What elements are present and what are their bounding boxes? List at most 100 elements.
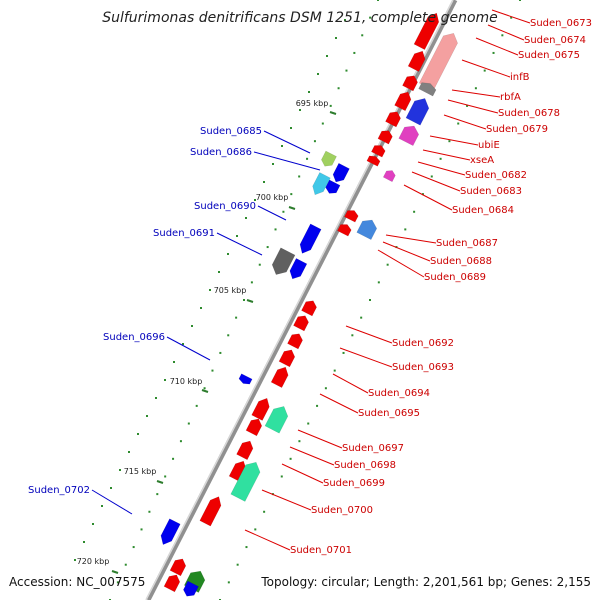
forward-gene-label[interactable]: Suden_0684 — [452, 205, 514, 216]
forward-gene[interactable] — [264, 403, 291, 434]
grid-dot — [83, 541, 85, 543]
forward-gene-label[interactable]: Suden_0699 — [323, 478, 385, 489]
kbp-tick-label: 695 kbp — [296, 99, 329, 108]
forward-gene[interactable] — [366, 154, 381, 167]
forward-gene-label[interactable]: infB — [510, 72, 530, 83]
forward-gene[interactable] — [382, 168, 396, 183]
grid-dot — [137, 433, 139, 435]
reverse-gene[interactable] — [331, 162, 350, 184]
forward-gene-label[interactable]: rbfA — [500, 92, 521, 103]
forward-gene[interactable] — [385, 109, 402, 128]
forward-gene[interactable] — [169, 556, 188, 577]
forward-leader-line — [447, 99, 499, 114]
forward-gene[interactable] — [407, 48, 428, 72]
grid-dot — [164, 379, 166, 381]
forward-gene-label[interactable]: Suden_0689 — [424, 272, 486, 283]
forward-gene[interactable] — [405, 95, 432, 126]
forward-gene[interactable] — [245, 416, 264, 437]
reverse-gene-label[interactable]: Suden_0696 — [103, 332, 165, 343]
reverse-gene[interactable] — [310, 172, 331, 197]
forward-gene-label[interactable]: Suden_0694 — [368, 388, 430, 399]
forward-gene-label[interactable]: Suden_0701 — [290, 545, 352, 556]
reverse-leader-line — [91, 489, 133, 515]
forward-gene-label[interactable]: Suden_0697 — [342, 443, 404, 454]
forward-gene-label[interactable]: Suden_0687 — [436, 238, 498, 249]
grid-dot — [243, 299, 245, 301]
forward-gene[interactable] — [230, 459, 263, 502]
reverse-gene[interactable] — [324, 179, 341, 196]
forward-gene[interactable] — [278, 347, 297, 368]
reverse-gene-label[interactable]: Suden_0686 — [190, 147, 252, 158]
reverse-gene[interactable] — [297, 223, 322, 256]
forward-gene-label[interactable]: Suden_0695 — [358, 408, 420, 419]
kbp-tick-mark — [201, 389, 209, 393]
grid-dot — [329, 104, 332, 107]
grid-dot — [179, 440, 182, 443]
forward-gene[interactable] — [377, 128, 394, 145]
forward-gene[interactable] — [356, 216, 379, 240]
kbp-tick-label: 700 kbp — [256, 193, 289, 202]
forward-gene-label[interactable]: Suden_0674 — [524, 35, 586, 46]
grid-dot — [74, 559, 76, 561]
grid-dot — [219, 351, 222, 354]
grid-dot — [353, 51, 356, 54]
grid-dot — [156, 493, 159, 496]
forward-gene-label[interactable]: Suden_0700 — [311, 505, 373, 516]
kbp-tick-mark — [246, 299, 254, 303]
grid-dot — [191, 325, 193, 327]
grid-dot — [298, 175, 301, 178]
forward-gene-label[interactable]: Suden_0693 — [392, 362, 454, 373]
forward-gene-label[interactable]: Suden_0682 — [465, 170, 527, 181]
forward-gene[interactable] — [293, 313, 310, 332]
grid-dot — [245, 546, 248, 549]
map-title: Sulfurimonas denitrificans DSM 1251, com… — [102, 10, 498, 26]
grid-dot — [342, 351, 345, 354]
grid-dot — [290, 193, 293, 196]
forward-gene[interactable] — [287, 331, 304, 350]
grid-dot — [146, 415, 148, 417]
forward-gene-label[interactable]: Suden_0675 — [518, 50, 580, 61]
reverse-gene[interactable] — [181, 580, 199, 599]
reverse-gene[interactable] — [158, 518, 181, 548]
reverse-gene[interactable] — [319, 150, 337, 169]
forward-gene[interactable] — [270, 364, 291, 388]
reverse-gene-label[interactable]: Suden_0702 — [28, 485, 90, 496]
forward-gene-label[interactable]: Suden_0678 — [498, 108, 560, 119]
forward-gene-label[interactable]: Suden_0698 — [334, 460, 396, 471]
forward-gene-label[interactable]: Suden_0679 — [486, 124, 548, 135]
forward-gene[interactable] — [398, 122, 421, 146]
forward-gene[interactable] — [236, 438, 256, 461]
forward-gene[interactable] — [251, 395, 273, 421]
grid-dot — [430, 175, 433, 178]
forward-gene[interactable] — [418, 80, 438, 97]
forward-gene[interactable] — [413, 10, 442, 50]
grid-dot — [245, 217, 247, 219]
forward-gene[interactable] — [163, 572, 182, 593]
forward-gene[interactable] — [371, 143, 386, 158]
forward-gene[interactable] — [301, 298, 318, 317]
grid-dot — [148, 510, 151, 513]
reverse-gene-label[interactable]: Suden_0691 — [153, 228, 215, 239]
forward-gene-label[interactable]: Suden_0688 — [430, 256, 492, 267]
forward-gene-label[interactable]: Suden_0673 — [530, 18, 592, 29]
forward-gene-label[interactable]: Suden_0692 — [392, 338, 454, 349]
reverse-gene[interactable] — [269, 247, 296, 278]
grid-dot — [173, 361, 175, 363]
reverse-gene-label[interactable]: Suden_0690 — [194, 201, 256, 212]
forward-gene[interactable] — [402, 73, 419, 92]
forward-gene-label[interactable]: Suden_0683 — [460, 186, 522, 197]
forward-gene[interactable] — [344, 208, 359, 223]
grid-dot — [254, 199, 256, 201]
forward-gene[interactable] — [337, 222, 352, 237]
forward-gene-label[interactable]: xseA — [470, 155, 494, 166]
reverse-gene-label[interactable]: Suden_0685 — [200, 126, 262, 137]
reverse-gene[interactable] — [238, 373, 253, 387]
forward-gene[interactable] — [394, 89, 414, 112]
forward-leader-line — [451, 89, 501, 98]
forward-gene[interactable] — [199, 494, 224, 527]
reverse-gene[interactable] — [287, 258, 308, 281]
forward-gene-label[interactable]: ubiE — [478, 140, 500, 151]
forward-leader-line — [429, 135, 479, 146]
genome-backbone — [145, 0, 458, 600]
